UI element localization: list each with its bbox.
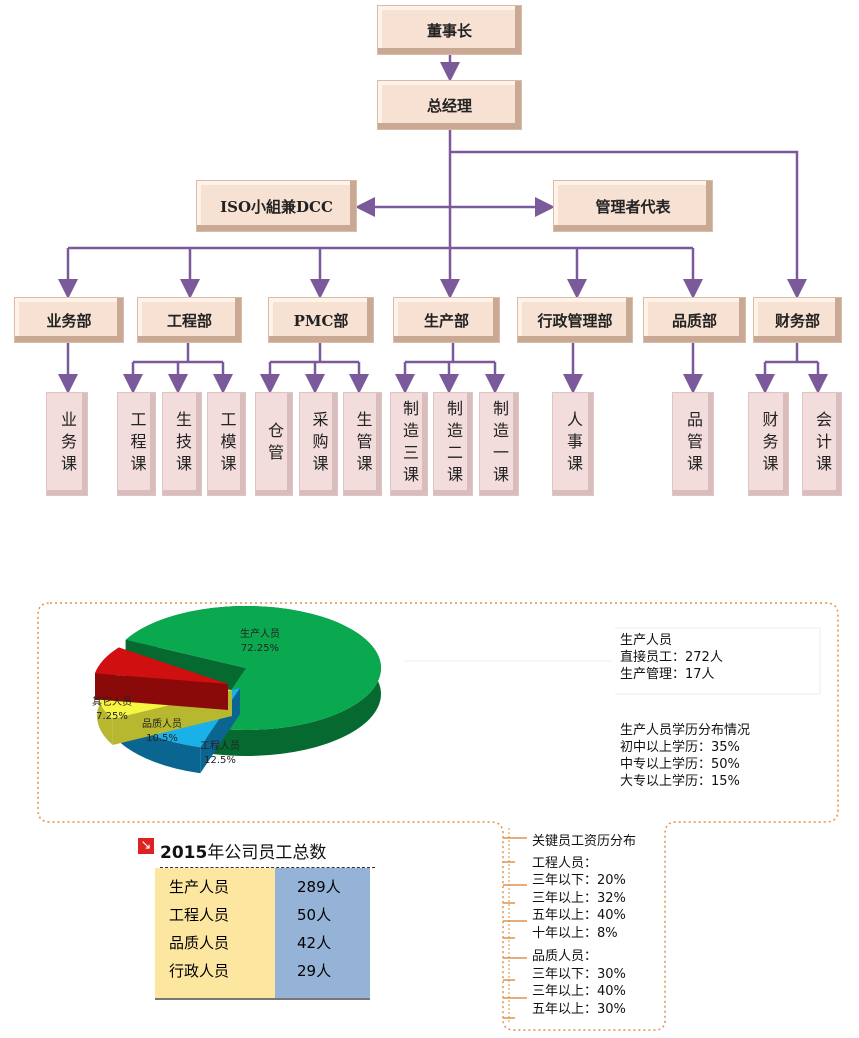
dept-box: 行政管理部 — [517, 297, 633, 343]
row-value: 50人 — [297, 906, 332, 924]
general-manager-box: 总经理 — [377, 80, 522, 130]
section-box: 业务课 — [46, 392, 88, 496]
production-info: 生产人员 直接员工：272人 生产管理：17人 — [620, 633, 723, 682]
dept-box: 品质部 — [643, 297, 746, 343]
section-box: 人事课 — [552, 392, 594, 496]
section-box: 会计课 — [802, 392, 842, 496]
section-box: 制造二课 — [433, 392, 473, 496]
section-box: 品管课 — [672, 392, 714, 496]
section-box: 生技课 — [162, 392, 202, 496]
section-box: 制造三课 — [390, 392, 428, 496]
row-label: 行政人员 — [169, 962, 230, 980]
summary-title: 2015年公司员工总数 — [160, 838, 375, 868]
iso-dcc-box: ISO小組兼DCC — [196, 180, 357, 232]
row-value: 29人 — [297, 962, 332, 980]
connector — [450, 150, 807, 299]
row-label: 工程人员 — [169, 906, 230, 924]
row-value: 42人 — [297, 934, 332, 952]
summary-table: 生产人员 289人工程人员 50人品质人员 42人行政人员 29人 — [155, 868, 370, 1000]
pie-slice — [95, 647, 228, 684]
row-label: 生产人员 — [169, 878, 230, 896]
dotted-outline — [37, 602, 839, 1031]
pie-label-production: 生产人员 72.25% — [240, 629, 280, 654]
section-box: 制造一课 — [479, 392, 519, 496]
section-box: 工模课 — [207, 392, 246, 496]
pie-label-other: 其它人员 7.25% — [92, 697, 132, 722]
section-box: 工程课 — [117, 392, 156, 496]
pie-slice-side — [96, 679, 113, 746]
key-staff-info: 关键员工资历分布 工程人员： 三年以下：20% 三年以上：32% 五年以上：40% 十… — [532, 834, 637, 1017]
row-value: 289人 — [297, 878, 341, 896]
row-label: 品质人员 — [169, 934, 230, 952]
dept-box: 财务部 — [753, 297, 842, 343]
chairman-box: 董事长 — [377, 5, 522, 55]
section-box: 财务课 — [748, 392, 789, 496]
dept-box: PMC部 — [268, 297, 374, 343]
education-info: 生产人员学历分布情况 初中以上学历：35% 中专以上学历：50% 大专以上学历：15% — [620, 723, 751, 789]
pie-label-quality: 品质人员 10.5% — [142, 719, 182, 744]
section-box: 采购课 — [299, 392, 338, 496]
management-rep-box: 管理者代表 — [553, 180, 713, 232]
pie-slice — [125, 606, 382, 730]
section-box: 仓管 — [255, 392, 293, 496]
dept-box: 工程部 — [137, 297, 242, 343]
dept-box: 生产部 — [393, 297, 500, 343]
pie-label-engineering: 工程人员 12.5% — [200, 741, 240, 766]
section-box: 生管课 — [343, 392, 382, 496]
arrow-icon: ↘ — [138, 838, 154, 854]
dept-box: 业务部 — [14, 297, 124, 343]
